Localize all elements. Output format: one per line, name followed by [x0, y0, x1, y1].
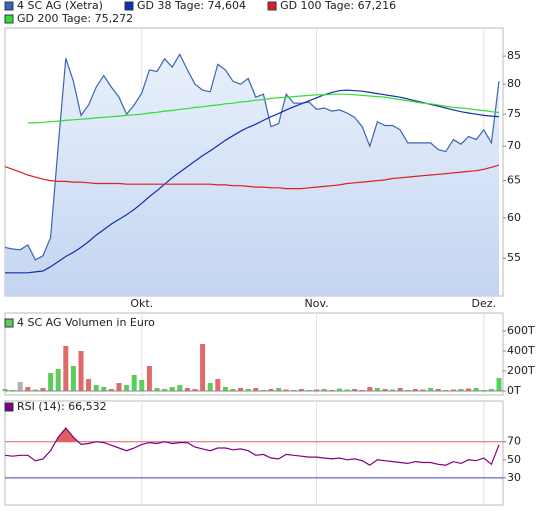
volume-bar: [63, 346, 69, 391]
volume-bar: [344, 389, 350, 391]
volume-bar: [374, 388, 380, 391]
volume-bar: [177, 385, 183, 391]
line: [27, 93, 500, 124]
volume-bar: [222, 387, 228, 391]
y-tick-label: 30: [507, 471, 521, 484]
plot-frame: [4, 400, 504, 506]
overbought-area: [55, 428, 79, 442]
y-tick-label: 65: [507, 174, 521, 187]
legend-marker: [4, 402, 14, 412]
volume-bar: [352, 389, 358, 391]
line: [4, 164, 500, 190]
volume-bar: [390, 389, 396, 391]
y-tick-label: 80: [507, 77, 521, 90]
volume-bar: [230, 389, 236, 391]
volume-bar: [428, 388, 434, 391]
x-tick-label: Dez.: [472, 297, 497, 310]
y-tick-label: 55: [507, 251, 521, 264]
x-tick-label: Okt.: [130, 297, 153, 310]
volume-bar: [93, 385, 99, 391]
volume-bar: [32, 389, 38, 391]
y-tick-label: 85: [507, 49, 521, 62]
volume-bar: [314, 389, 320, 391]
legend-marker: [4, 1, 14, 11]
volume-bar: [215, 379, 221, 391]
volume-bar: [131, 375, 137, 391]
volume-bar: [382, 389, 388, 391]
volume-bar: [238, 388, 244, 391]
volume-bar: [496, 378, 502, 391]
legend-label: GD 200 Tage: 75,272: [17, 12, 133, 25]
legend-label: GD 38 Tage: 74,604: [137, 0, 246, 12]
volume-bar: [108, 389, 114, 391]
volume-bar: [268, 389, 274, 391]
legend-marker: [124, 1, 134, 11]
legend-label: GD 100 Tage: 67,216: [280, 0, 396, 12]
volume-bar: [488, 389, 494, 391]
volume-bar: [435, 389, 441, 391]
legend-marker: [267, 1, 277, 11]
volume-bar: [298, 389, 304, 391]
line: [5, 89, 500, 274]
volume-bar: [169, 387, 175, 391]
legend-label: 4 SC AG (Xetra): [17, 0, 103, 12]
volume-bar: [116, 383, 122, 391]
volume-bar: [55, 369, 61, 391]
volume-bar: [146, 366, 152, 391]
y-tick-label: 50: [507, 453, 521, 466]
y-tick-label: 400T: [507, 344, 535, 357]
volume-bar: [139, 380, 145, 391]
volume-bar: [473, 388, 479, 391]
volume-bar: [253, 388, 259, 391]
volume-bar: [321, 389, 327, 391]
volume-bar: [124, 385, 130, 391]
volume-bar: [276, 388, 282, 391]
volume-bar: [200, 344, 206, 391]
y-tick-label: 75: [507, 107, 521, 120]
volume-bar: [458, 389, 464, 391]
volume-bar: [162, 389, 168, 391]
y-tick-label: 60: [507, 211, 521, 224]
legend-marker: [4, 14, 14, 24]
volume-bar: [466, 388, 472, 391]
volume-bar: [367, 387, 373, 391]
y-tick-label: 200T: [507, 364, 535, 377]
volume-bar: [48, 373, 54, 391]
volume-bar: [412, 389, 418, 391]
volume-bar: [336, 388, 342, 391]
volume-bar: [78, 351, 84, 391]
y-tick-label: 70: [507, 435, 521, 448]
volume-bar: [184, 388, 190, 391]
legend-marker: [4, 318, 14, 328]
volume-bar: [40, 388, 46, 391]
volume-bar: [86, 379, 92, 391]
line: [4, 53, 500, 261]
volume-bar: [25, 387, 31, 391]
volume-bar: [70, 366, 76, 391]
volume-bar: [420, 389, 426, 391]
volume-bar: [101, 387, 107, 391]
y-tick-label: 0T: [507, 384, 521, 397]
volume-bar: [283, 389, 289, 391]
line: [4, 427, 500, 466]
volume-bar: [245, 389, 251, 391]
y-tick-label: 600T: [507, 324, 535, 337]
y-tick-label: 70: [507, 139, 521, 152]
x-tick-label: Nov.: [305, 297, 329, 310]
volume-bar: [192, 389, 198, 391]
volume-bar: [2, 389, 8, 391]
plot-frame: [4, 312, 504, 396]
volume-bar: [207, 383, 213, 391]
volume-bar: [397, 388, 403, 391]
volume-bar: [450, 389, 456, 391]
volume-bar: [17, 382, 23, 391]
legend-label: 4 SC AG Volumen in Euro: [17, 316, 155, 329]
legend-label: RSI (14): 66,532: [17, 400, 107, 413]
volume-bar: [154, 388, 160, 391]
